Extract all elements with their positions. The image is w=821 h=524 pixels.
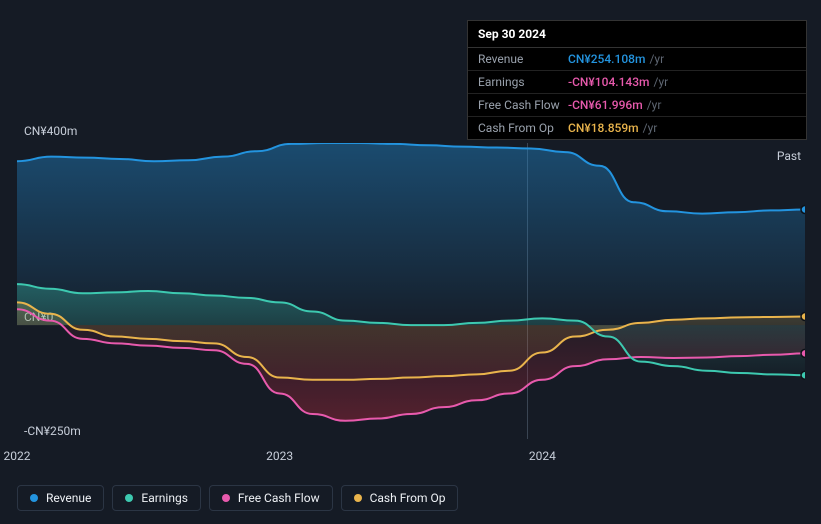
legend-item-earnings[interactable]: Earnings — [112, 485, 201, 511]
area-chart — [17, 143, 805, 439]
tooltip-row-unit: /yr — [649, 52, 664, 66]
tooltip-row-fcf: Free Cash Flow -CN¥61.996m /yr — [468, 94, 806, 117]
legend-item-fcf[interactable]: Free Cash Flow — [209, 485, 333, 511]
tooltip-row-cfo: Cash From Op CN¥18.859m /yr — [468, 117, 806, 139]
tooltip-row-revenue: Revenue CN¥254.108m /yr — [468, 48, 806, 71]
y-tick-label: CN¥400m — [24, 124, 77, 138]
tooltip-row-unit: /yr — [654, 75, 669, 89]
tooltip-row-label: Free Cash Flow — [478, 98, 568, 112]
tooltip-row-value: -CN¥61.996m — [568, 98, 643, 112]
legend-label: Cash From Op — [370, 491, 446, 505]
legend-dot — [222, 494, 230, 502]
tooltip-date: Sep 30 2024 — [468, 21, 806, 48]
x-tick-label: 2023 — [266, 449, 293, 463]
tooltip-row-unit: /yr — [643, 121, 658, 135]
tooltip-row-label: Revenue — [478, 52, 568, 66]
legend-item-cfo[interactable]: Cash From Op — [341, 485, 459, 511]
tooltip-row-value: CN¥254.108m — [568, 52, 645, 66]
tooltip-row-unit: /yr — [647, 98, 662, 112]
legend-dot — [30, 494, 38, 502]
tooltip-row-label: Earnings — [478, 75, 568, 89]
tooltip-row-earnings: Earnings -CN¥104.143m /yr — [468, 71, 806, 94]
legend-dot — [354, 494, 362, 502]
legend-label: Free Cash Flow — [238, 491, 320, 505]
x-tick-label: 2024 — [529, 449, 556, 463]
tooltip-row-value: CN¥18.859m — [568, 121, 639, 135]
chart-legend: Revenue Earnings Free Cash Flow Cash Fro… — [17, 485, 458, 511]
legend-label: Revenue — [46, 491, 91, 505]
tooltip-row-value: -CN¥104.143m — [568, 75, 650, 89]
x-tick-label: 2022 — [4, 449, 31, 463]
hover-tooltip: Sep 30 2024 Revenue CN¥254.108m /yr Earn… — [467, 20, 807, 140]
legend-dot — [125, 494, 133, 502]
legend-item-revenue[interactable]: Revenue — [17, 485, 104, 511]
tooltip-row-label: Cash From Op — [478, 121, 568, 135]
legend-label: Earnings — [141, 491, 188, 505]
